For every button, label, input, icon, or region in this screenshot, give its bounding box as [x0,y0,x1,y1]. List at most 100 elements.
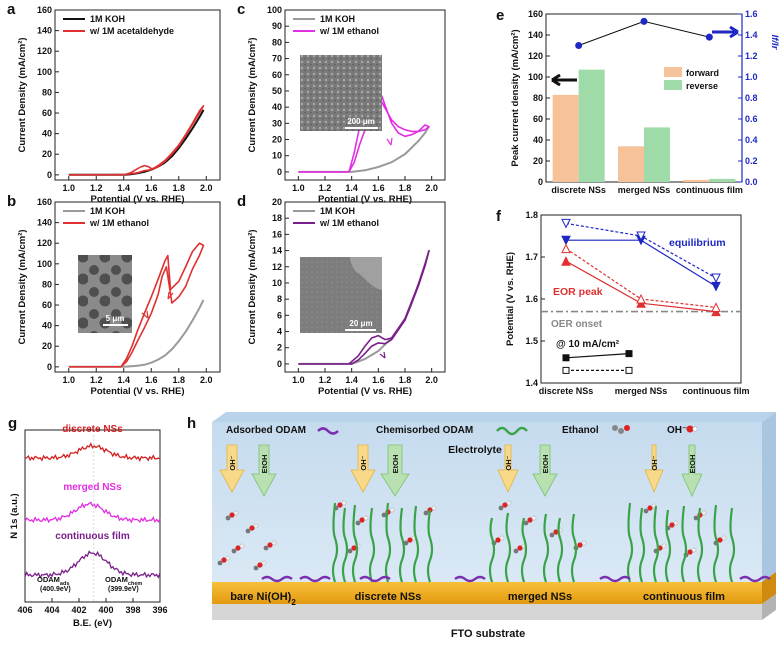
annotation-10ma: @ 10 mA/cm² [556,339,620,350]
x-tick-label: 2.0 [425,375,438,385]
molecule [499,535,505,541]
adsorbed-strand [359,575,391,583]
x-tick-label: 1.6 [372,183,385,193]
panel-label: b [7,193,16,210]
legend-chemisorbed-odam: Chemisorbed ODAM [376,425,473,436]
x-tick-label: 2.0 [200,183,213,193]
odam-sub: ads [60,581,69,587]
legend-entry: reverse [686,81,718,91]
data-marker [711,302,721,312]
ethanol-arrow-label: EtOH [541,455,550,474]
electrolyte-box [212,422,762,590]
chemisorbed-strand [570,513,578,583]
electrolyte-label: Electrolyte [448,444,502,456]
hydroxide-icon [692,426,698,432]
molecule [498,505,504,511]
legend-entry: 1M KOH [320,14,355,24]
x-tick-label: 1.4 [345,183,358,193]
ratio-point [640,17,648,25]
y-tick-label: 1.5 [525,336,538,346]
hydroxide-icon [686,425,694,433]
panel-label: d [237,193,246,210]
molecule [245,528,251,534]
y-tick-label: 20 [42,341,52,351]
panel-f: 1.4 1.5 1.6 1.7 1.8 discrete NSs merged NSs con… [496,208,750,396]
x-tick-label: 1.2 [319,375,332,385]
bar-forward [683,179,710,182]
data-marker [561,256,571,266]
x-tick-label: 398 [125,605,140,615]
panel-label: e [496,7,504,24]
y-tick-label: 160 [37,197,52,207]
molecule [717,537,723,543]
y-tick-label: 40 [42,129,52,139]
category-label: merged NSs [618,185,671,195]
molecule [217,560,223,566]
molecule [233,510,239,516]
x-tick-label: 400 [98,605,113,615]
region-label-main: bare Ni(OH) [230,591,291,603]
adsorbed-strand [261,575,293,583]
hydroxide-arrow [219,444,245,493]
molecule [229,512,235,518]
legend-hydroxide: OH⁻ [667,425,687,436]
y-tick-label: 70 [272,54,282,64]
y-tick-label: 140 [528,30,543,40]
x-tick-label: 1.8 [172,183,185,193]
molecule [389,507,395,513]
panel-a: 1.0 1.2 1.4 1.6 1.8 2.0 0 20 40 60 80 100 120 140 160 P… [7,1,221,205]
molecule [643,508,649,514]
x-tick-label: 402 [71,605,86,615]
annotation-eor-peak: EOR peak [553,286,603,298]
micrograph-feature [350,257,382,290]
molecule [669,522,675,528]
panel-label: a [7,1,16,18]
hydroxide-arrow [644,444,664,494]
y-axis-label: Peak current density (mA/cm²) [510,29,521,166]
legend-entry: w/ 1M acetaldehyde [89,26,174,36]
y-tick-label: 0 [47,170,52,180]
data-marker [636,293,646,304]
y-tick-label: 60 [533,114,543,124]
y-tick-label: 16 [272,229,282,239]
y-tick-label: 2 [277,343,282,353]
ethanol-arrow [251,444,277,497]
y-tick-label: 60 [272,70,282,80]
legend-entry: 1M KOH [90,206,125,216]
panel-g: 406 404 402 400 398 396 discrete NSs merged NSs… [8,415,168,629]
adsorbed-strand [454,575,486,583]
x-axis-label: Potential (V vs. RHE) [318,194,412,205]
data-marker [711,281,721,292]
y2-tick-label: 1.0 [745,72,758,82]
molecule [506,500,512,506]
region-label-sub: 2 [291,598,296,607]
y-tick-label: 100 [37,67,52,77]
y-axis-label: N 1s (a.u.) [9,493,20,538]
y-tick-label: 0 [277,359,282,369]
category-label: discrete NSs [551,185,606,195]
legend-swatch [664,67,682,77]
y-tick-label: 0 [538,177,543,187]
plot-frame [54,201,221,373]
molecule [355,520,361,526]
scale-bar-label: 20 μm [349,319,372,328]
chemisorbed-strand [351,504,359,583]
molecule [249,525,255,531]
y-tick-label: 10 [272,278,282,288]
data-marker [625,366,633,374]
chemisorbed-strand [504,512,512,583]
molecule [257,562,263,568]
y-tick-label: 1.6 [525,294,538,304]
y-tick-label: 100 [37,259,52,269]
scan-arrow [167,291,174,300]
ethanol-icon [624,425,630,431]
panel-b: 1.0 1.2 1.4 1.6 1.8 2.0 0 20 40 60 80 100 120 140 160 P… [7,193,221,397]
y-tick-label: 50 [272,86,282,96]
molecule [407,537,413,543]
electrolyte-side [762,412,776,590]
molecule [263,545,269,551]
x-tick-label: 406 [17,605,32,615]
odam-annotation: ODAMads [37,575,69,587]
fto-side [762,594,776,620]
spectrum-label: merged NSs [63,482,122,493]
